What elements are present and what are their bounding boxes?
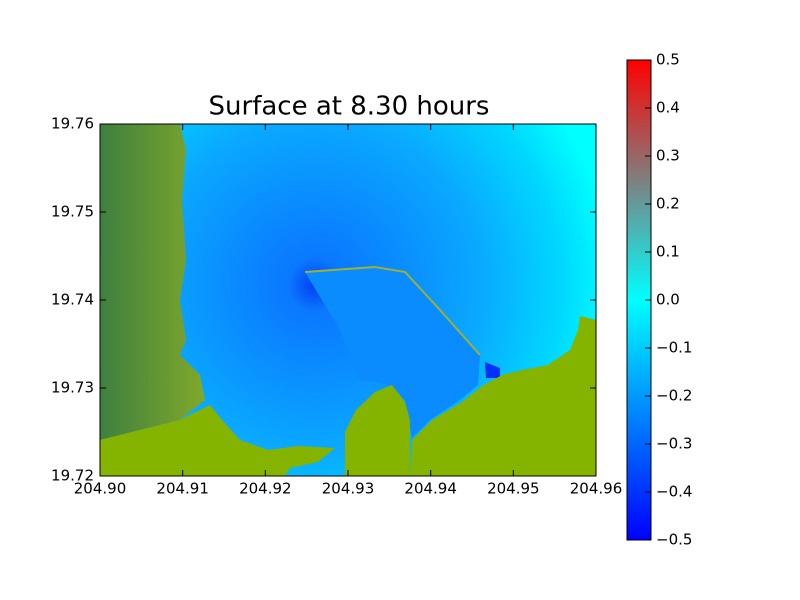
x-tick-label: 204.95 <box>487 480 540 498</box>
y-tick-label: 19.72 <box>51 467 94 485</box>
x-tick-label: 204.94 <box>404 480 457 498</box>
map-raster <box>100 124 596 476</box>
colorbar-tick-label: −0.3 <box>656 435 692 453</box>
colorbar-tick-label: 0.0 <box>656 291 680 309</box>
colorbar-tick-label: 0.4 <box>656 99 680 117</box>
y-tick-label: 19.75 <box>51 203 94 221</box>
x-tick-label: 204.93 <box>322 480 375 498</box>
colorbar-tick-label: 0.2 <box>656 195 680 213</box>
y-tick-label: 19.76 <box>51 115 94 133</box>
colorbar-tick-label: −0.5 <box>656 531 692 549</box>
colorbar-tick-label: 0.3 <box>656 147 680 165</box>
chart-title: Surface at 8.30 hours <box>209 92 490 122</box>
y-tick-label: 19.73 <box>51 379 94 397</box>
colorbar-tick-label: −0.4 <box>656 483 692 501</box>
x-tick-label: 204.92 <box>239 480 292 498</box>
colorbar-tick-label: 0.1 <box>656 243 680 261</box>
x-tick-label: 204.96 <box>570 480 623 498</box>
colorbar-tick-label: −0.1 <box>656 339 692 357</box>
y-tick-label: 19.74 <box>51 291 94 309</box>
colorbar-tick-label: −0.2 <box>656 387 692 405</box>
colorbar-tick-label: 0.5 <box>656 51 680 69</box>
x-tick-label: 204.91 <box>156 480 209 498</box>
x-tick-label: 204.90 <box>74 480 127 498</box>
